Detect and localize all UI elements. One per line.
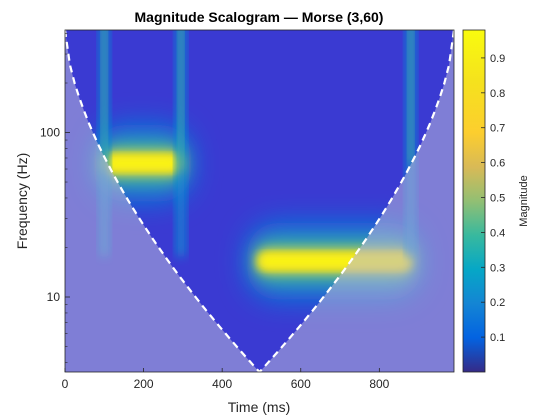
x-tick-label-600: 600 <box>291 377 311 391</box>
x-axis: 0 200 400 600 800 <box>62 368 390 391</box>
y-axis: 10 100 <box>40 33 70 363</box>
x-axis-label: Time (ms) <box>228 399 290 415</box>
colorbar-tick-label-8: 0.9 <box>490 53 505 65</box>
y-axis-label: Frequency (Hz) <box>14 153 30 249</box>
colorbar-tick-label-1: 0.2 <box>490 297 505 309</box>
colorbar-tick-label-2: 0.3 <box>490 262 505 274</box>
colorbar: 0.1 0.2 0.3 0.4 0.5 0.6 0.7 0.8 0.9 Magnitude <box>462 29 530 373</box>
transient-core-3 <box>178 30 183 164</box>
colorbar-tick-label-0: 0.1 <box>490 332 505 344</box>
x-tick-label-800: 800 <box>369 377 389 391</box>
x-tick-label-400: 400 <box>212 377 232 391</box>
plot-frame <box>64 29 455 373</box>
transient-core-4 <box>408 30 413 164</box>
colorbar-gradient <box>463 30 485 372</box>
chart-title: Magnitude Scalogram — Morse (3,60) <box>135 9 384 25</box>
colorbar-tick-label-3: 0.4 <box>490 227 505 239</box>
colorbar-tick-label-5: 0.6 <box>490 158 505 170</box>
colorbar-frame <box>462 29 486 373</box>
cone-of-influence-line <box>65 30 454 372</box>
transient-core-2 <box>102 30 107 164</box>
colorbar-tick-label-6: 0.7 <box>490 123 505 135</box>
y-tick-label-100: 100 <box>40 126 60 140</box>
cone-of-influence-shade <box>65 30 454 372</box>
tone-peak <box>106 157 179 170</box>
colorbar-ticks: 0.1 0.2 0.3 0.4 0.5 0.6 0.7 0.8 0.9 <box>481 53 505 344</box>
x-tick-label-0: 0 <box>62 377 69 391</box>
colorbar-tick-label-4: 0.5 <box>490 193 505 205</box>
y-tick-label-10: 10 <box>47 290 61 304</box>
colorbar-label: Magnitude <box>518 175 530 226</box>
plot-area <box>65 30 454 372</box>
x-tick-label-200: 200 <box>134 377 154 391</box>
colorbar-tick-label-7: 0.8 <box>490 88 505 100</box>
